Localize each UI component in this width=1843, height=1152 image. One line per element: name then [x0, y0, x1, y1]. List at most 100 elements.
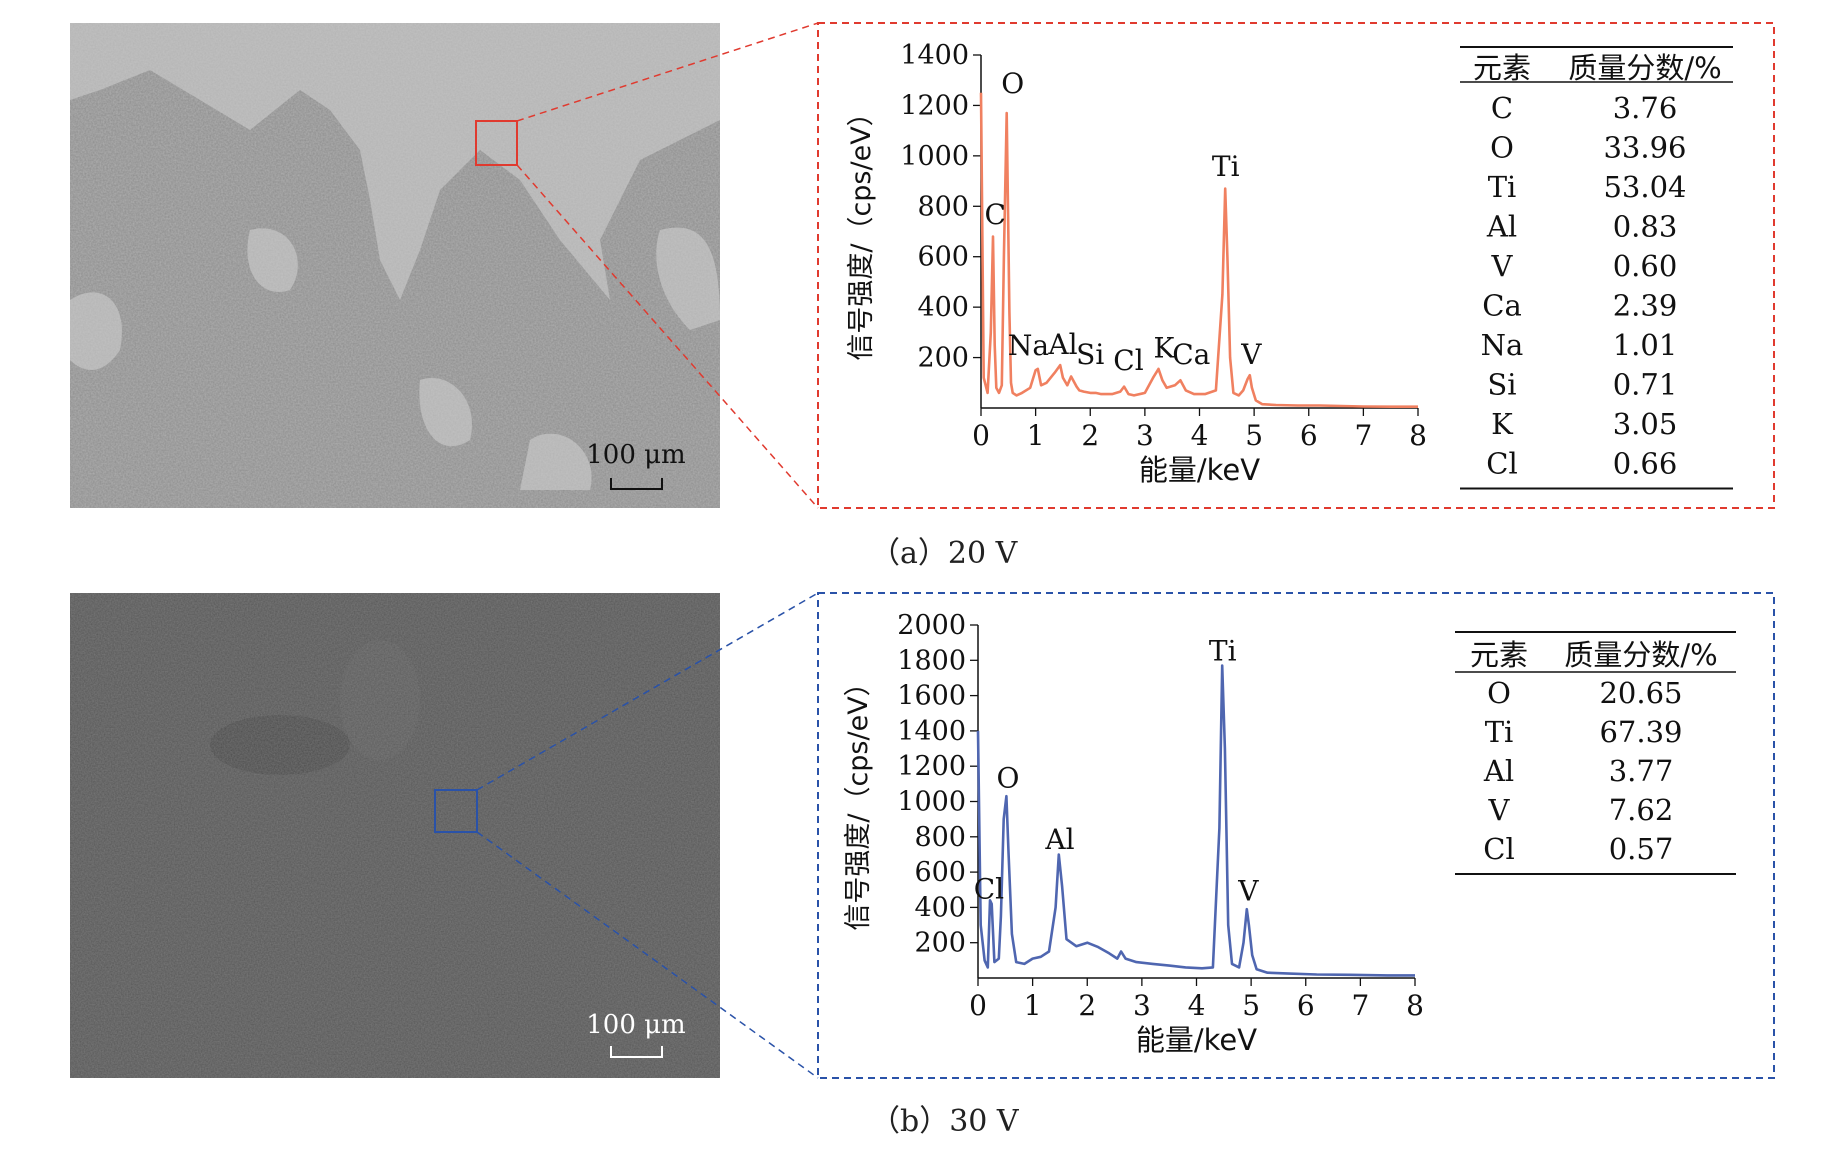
y-axis-label-p1: 信号强度/（cps/eV） — [843, 669, 874, 930]
x-tick-label-p0: 3 — [1136, 419, 1154, 452]
y-tick-label-p1: 1200 — [897, 751, 966, 782]
x-tick-label-p0: 4 — [1191, 419, 1209, 452]
table-cell-value-p0: 2.39 — [1613, 289, 1678, 323]
y-tick-label-p1: 800 — [914, 822, 966, 853]
peak-label-o-p0: O — [1001, 67, 1024, 100]
peak-label-cl-p0: Cl — [1113, 344, 1143, 377]
table-cell-element-p1: O — [1487, 676, 1511, 710]
peak-label-v-p0: V — [1240, 338, 1262, 371]
table-cell-element-p0: O — [1490, 131, 1514, 165]
peak-label-cl-p1: Cl — [974, 873, 1004, 906]
table-cell-value-p0: 0.83 — [1613, 210, 1678, 244]
table-cell-value-p0: 3.76 — [1613, 91, 1678, 125]
y-tick-label-p1: 200 — [914, 928, 966, 959]
y-tick-label-p1: 1800 — [897, 645, 966, 676]
y-tick-label-p0: 200 — [917, 343, 969, 374]
x-tick-label-p1: 3 — [1133, 989, 1151, 1022]
table-cell-element-p1: Cl — [1483, 832, 1514, 866]
peak-label-c-p0: C — [984, 198, 1005, 231]
table-cell-value-p0: 53.04 — [1603, 170, 1686, 204]
table-cell-element-p0: Ti — [1488, 170, 1517, 204]
x-axis-label-p0: 能量/keV — [1139, 453, 1260, 487]
y-tick-label-p0: 800 — [917, 191, 969, 222]
x-tick-label-p1: 8 — [1406, 989, 1424, 1022]
table-cell-element-p1: Ti — [1485, 715, 1514, 749]
y-tick-label-p1: 600 — [914, 857, 966, 888]
spectrum-line-p0 — [979, 92, 1418, 409]
peak-label-v-p1: V — [1237, 874, 1259, 907]
zoom-connector-bottom-b — [476, 831, 819, 1079]
table-cell-element-p0: V — [1491, 249, 1514, 283]
y-tick-label-p0: 1200 — [900, 90, 969, 121]
table-cell-value-p1: 0.57 — [1609, 832, 1674, 866]
peak-label-ti-p0: Ti — [1212, 150, 1240, 183]
table-cell-value-p0: 1.01 — [1613, 328, 1678, 362]
peak-label-si-p0: Si — [1076, 338, 1104, 371]
caption-a: （a）20 V — [870, 536, 1018, 571]
table-cell-value-p0: 3.05 — [1613, 407, 1678, 441]
y-tick-label-p1: 1600 — [897, 681, 966, 712]
table-cell-value-p1: 3.77 — [1609, 754, 1674, 788]
scalebar-label-b: 100 μm — [586, 1010, 685, 1040]
scalebar-a — [610, 478, 663, 490]
x-tick-label-p1: 0 — [969, 989, 987, 1022]
micrograph-a: 100 μm — [70, 23, 720, 508]
x-tick-label-p0: 7 — [1354, 419, 1372, 452]
table-header-element-p0: 元素 — [1473, 51, 1531, 85]
table-cell-element-p0: Ca — [1482, 289, 1521, 323]
peak-label-al-p0: Al — [1047, 328, 1077, 361]
eds-spectrum-a: 0 1 2 3 4 5 6 7 8 200 400 600 800 1000 1200 1400 能量/keV 信… — [846, 40, 1427, 487]
spectrum-line-p1 — [976, 664, 1415, 977]
table-cell-element-p1: Al — [1483, 754, 1514, 788]
table-cell-value-p1: 67.39 — [1599, 715, 1682, 749]
x-tick-label-p1: 5 — [1242, 989, 1260, 1022]
table-cell-value-p1: 20.65 — [1599, 676, 1682, 710]
table-cell-value-p0: 0.60 — [1613, 249, 1678, 283]
x-tick-label-p1: 1 — [1024, 989, 1042, 1022]
table-cell-value-p0: 33.96 — [1603, 131, 1686, 165]
peak-label-na-p0: Na — [1008, 329, 1049, 362]
table-cell-element-p0: Al — [1486, 210, 1517, 244]
table-header-mass-fraction-p1: 质量分数/% — [1564, 638, 1717, 672]
table-cell-element-p0: C — [1491, 91, 1513, 125]
x-tick-label-p0: 5 — [1245, 419, 1263, 452]
peak-label-ca-p0: Ca — [1172, 338, 1210, 371]
table-cell-value-p1: 7.62 — [1609, 793, 1674, 827]
x-tick-label-p1: 6 — [1297, 989, 1315, 1022]
scalebar-b — [610, 1046, 663, 1058]
x-tick-label-p1: 2 — [1078, 989, 1096, 1022]
y-tick-label-p1: 1400 — [897, 716, 966, 747]
y-axis-label-p0: 信号强度/（cps/eV） — [846, 99, 877, 360]
y-tick-label-p0: 400 — [917, 292, 969, 323]
peak-label-al-p1: Al — [1044, 823, 1074, 856]
y-tick-label-p1: 2000 — [897, 610, 966, 641]
x-tick-label-p1: 7 — [1351, 989, 1369, 1022]
y-tick-label-p0: 1000 — [900, 141, 969, 172]
composition-table-b: 元素 质量分数/% O 20.65 Ti 67.39 Al 3.77 V 7.62 Cl 0.57 — [1455, 631, 1736, 875]
zoom-connector-top-b — [476, 592, 819, 791]
table-cell-element-p1: V — [1488, 793, 1511, 827]
y-tick-label-p1: 1000 — [897, 787, 966, 818]
x-tick-label-p0: 0 — [972, 419, 990, 452]
x-tick-label-p1: 4 — [1188, 989, 1206, 1022]
peak-label-o-p1: O — [997, 761, 1020, 794]
table-cell-element-p0: Cl — [1486, 447, 1517, 481]
zoom-connector-bottom-a — [516, 164, 819, 509]
table-header-mass-fraction-p0: 质量分数/% — [1568, 51, 1721, 85]
scalebar-label-a: 100 μm — [586, 440, 685, 470]
composition-table-a: 元素 质量分数/% C 3.76 O 33.96 Ti 53.04 Al 0.83 V 0.60 Ca 2… — [1460, 46, 1733, 490]
zoom-connector-top-a — [516, 22, 819, 122]
y-tick-label-p1: 400 — [914, 892, 966, 923]
peak-label-ti-p1: Ti — [1209, 634, 1237, 667]
y-tick-label-p0: 600 — [917, 242, 969, 273]
y-tick-label-p0: 1400 — [900, 40, 969, 71]
x-tick-label-p0: 8 — [1409, 419, 1427, 452]
table-cell-element-p0: Na — [1481, 328, 1524, 362]
caption-b: （b）30 V — [870, 1104, 1019, 1139]
table-cell-element-p0: Si — [1487, 368, 1516, 402]
x-tick-label-p0: 1 — [1027, 419, 1045, 452]
table-cell-value-p0: 0.71 — [1613, 368, 1678, 402]
table-cell-value-p0: 0.66 — [1613, 447, 1678, 481]
peak-label-k-p0: K — [1154, 332, 1176, 365]
table-cell-element-p0: K — [1491, 407, 1514, 441]
